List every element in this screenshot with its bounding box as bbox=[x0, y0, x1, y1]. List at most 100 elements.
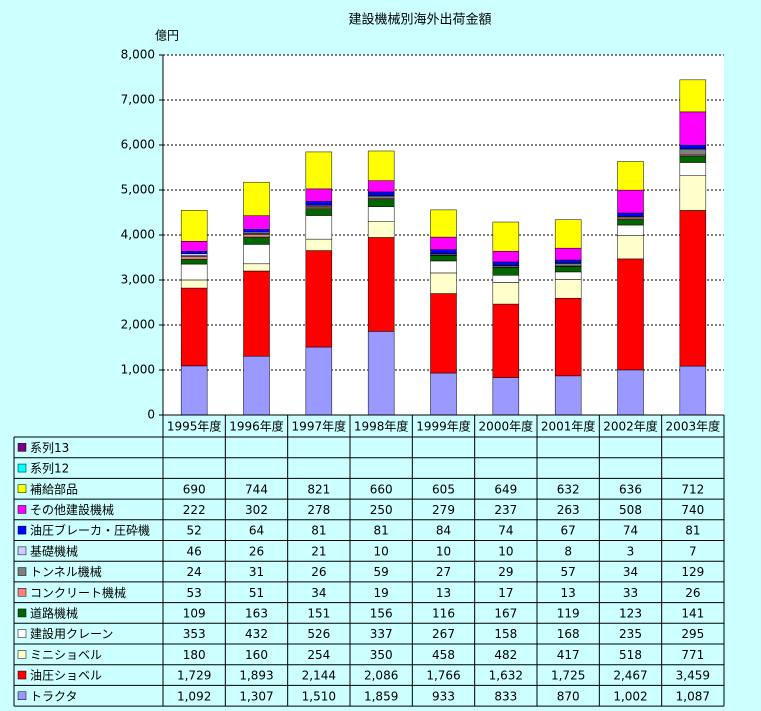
table-value: 2,144 bbox=[302, 669, 336, 683]
table-value: 518 bbox=[619, 648, 642, 662]
table-value: 278 bbox=[307, 503, 330, 517]
table-value: 123 bbox=[619, 606, 642, 620]
table-value: 933 bbox=[432, 689, 455, 703]
table-value: 1,729 bbox=[177, 669, 211, 683]
table-value: 26 bbox=[249, 544, 264, 558]
chart-title: 建設機械別海外出荷金額 bbox=[348, 12, 491, 28]
legend-label: 油圧ショベル bbox=[30, 669, 102, 683]
y-tick-label: 7,000 bbox=[121, 93, 155, 107]
bar-segment bbox=[617, 161, 644, 191]
table-value: 1,725 bbox=[551, 669, 585, 683]
bar-segment bbox=[367, 206, 395, 222]
bar-segment bbox=[367, 180, 395, 193]
table-value: 26 bbox=[685, 586, 700, 600]
bar-segment bbox=[554, 263, 582, 267]
table-value: 1,092 bbox=[177, 689, 211, 703]
y-axis-unit: 億円 bbox=[155, 29, 179, 43]
bar-segment bbox=[180, 287, 208, 367]
bar-segment bbox=[430, 372, 457, 416]
bar-segment bbox=[243, 355, 270, 416]
bar-segment bbox=[367, 221, 395, 238]
bar-segment bbox=[305, 151, 333, 190]
bar-segment bbox=[492, 250, 520, 263]
bar-segment bbox=[554, 247, 582, 261]
table-value: 116 bbox=[432, 606, 455, 620]
bar-segment bbox=[243, 181, 270, 216]
table-value: 81 bbox=[374, 524, 389, 538]
bar-segment bbox=[367, 199, 395, 207]
table-value: 180 bbox=[183, 648, 206, 662]
legend-swatch bbox=[17, 525, 27, 535]
table-value: 74 bbox=[498, 524, 513, 538]
x-tick-label: 1999年度 bbox=[416, 419, 471, 434]
table-value: 109 bbox=[183, 606, 206, 620]
bar-segment bbox=[367, 237, 395, 332]
table-value: 237 bbox=[494, 503, 517, 517]
legend-label: 補給部品 bbox=[30, 481, 78, 496]
table-value: 508 bbox=[619, 503, 642, 517]
table-value: 163 bbox=[245, 606, 268, 620]
table-value: 8 bbox=[564, 544, 572, 558]
table-value: 31 bbox=[249, 565, 264, 579]
table-value: 636 bbox=[619, 482, 642, 496]
y-tick-label: 4,000 bbox=[121, 228, 155, 242]
table-value: 870 bbox=[557, 689, 580, 703]
x-tick-label: 1998年度 bbox=[354, 419, 409, 434]
legend-swatch bbox=[17, 629, 27, 638]
bar-segment bbox=[305, 201, 333, 206]
bar-segment bbox=[180, 210, 208, 242]
x-tick-label: 2003年度 bbox=[666, 419, 721, 434]
table-value: 34 bbox=[623, 565, 638, 579]
table-value: 1,766 bbox=[426, 669, 460, 683]
bar-segment bbox=[679, 148, 707, 156]
bar-segment bbox=[180, 365, 208, 416]
table-value: 605 bbox=[432, 482, 455, 496]
legend-swatch bbox=[17, 546, 27, 556]
table-value: 337 bbox=[370, 627, 393, 641]
table-value: 141 bbox=[681, 606, 704, 620]
bar-segment bbox=[617, 219, 644, 226]
legend-swatch bbox=[17, 463, 27, 473]
table-value: 29 bbox=[498, 565, 513, 579]
table-value: 53 bbox=[187, 586, 202, 600]
table-value: 458 bbox=[432, 648, 455, 662]
legend-label: その他建設機械 bbox=[30, 502, 114, 517]
bar-segment bbox=[367, 150, 395, 181]
table-value: 821 bbox=[307, 482, 330, 496]
table-value: 632 bbox=[557, 482, 580, 496]
table-value: 526 bbox=[307, 627, 330, 641]
table-value: 350 bbox=[370, 648, 393, 662]
table-value: 67 bbox=[561, 524, 576, 538]
table-value: 263 bbox=[557, 503, 580, 517]
bar-segment bbox=[679, 210, 707, 367]
table-value: 254 bbox=[307, 648, 330, 662]
legend-label: 基礎機械 bbox=[30, 543, 78, 558]
legend-label: ミニショベル bbox=[30, 648, 102, 662]
table-value: 1,859 bbox=[364, 689, 398, 703]
bar-segment bbox=[679, 365, 707, 416]
y-tick-label: 2,000 bbox=[121, 318, 155, 332]
bar-segment bbox=[180, 279, 208, 289]
table-value: 10 bbox=[498, 544, 513, 558]
table-value: 129 bbox=[681, 565, 704, 579]
x-tick-label: 1997年度 bbox=[292, 419, 347, 434]
y-tick-label: 5,000 bbox=[121, 183, 155, 197]
bar-segment bbox=[305, 215, 333, 240]
table-value: 27 bbox=[436, 565, 451, 579]
bar-segment bbox=[679, 155, 707, 163]
table-value: 279 bbox=[432, 503, 455, 517]
table-value: 235 bbox=[619, 627, 642, 641]
legend-label: 系列13 bbox=[30, 441, 69, 455]
table-value: 84 bbox=[436, 524, 451, 538]
table-value: 168 bbox=[557, 627, 580, 641]
table-value: 1,510 bbox=[302, 689, 336, 703]
bar-segment bbox=[617, 212, 644, 217]
y-tick-label: 1,000 bbox=[121, 363, 155, 377]
legend-label: コンクリート機械 bbox=[30, 585, 126, 600]
table-value: 482 bbox=[494, 648, 517, 662]
legend-swatch bbox=[17, 505, 27, 514]
table-value: 13 bbox=[436, 586, 451, 600]
table-value: 3,459 bbox=[676, 669, 710, 683]
table-value: 51 bbox=[249, 586, 264, 600]
